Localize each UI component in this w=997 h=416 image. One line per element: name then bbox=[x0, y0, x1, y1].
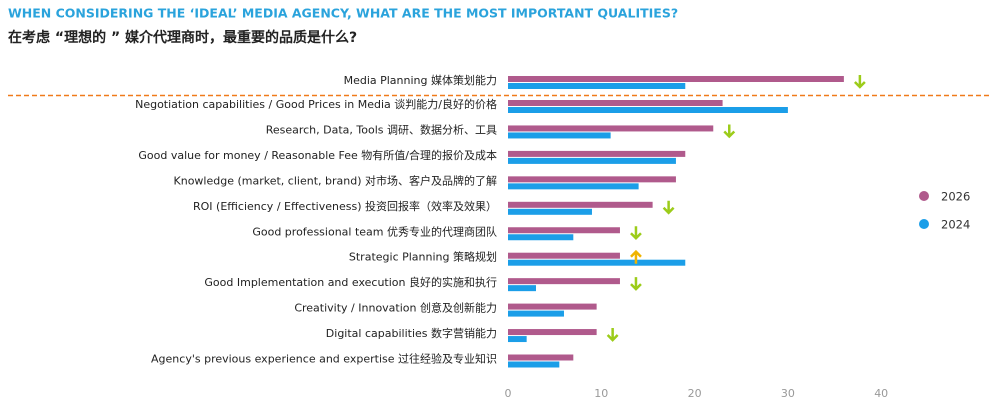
legend-label: 2026 bbox=[941, 190, 970, 204]
bar bbox=[508, 83, 686, 89]
y-tick-label: Digital capabilities 数字营销能力 bbox=[326, 326, 497, 340]
trend-arrow bbox=[853, 75, 866, 89]
bar bbox=[508, 259, 686, 266]
bar bbox=[508, 208, 592, 215]
trend-arrow bbox=[630, 249, 642, 264]
bar bbox=[508, 176, 676, 183]
bar bbox=[508, 107, 788, 113]
bar bbox=[508, 336, 527, 343]
bar bbox=[508, 285, 536, 292]
bar bbox=[508, 278, 620, 285]
x-tick-label: 10 bbox=[594, 387, 608, 400]
bar bbox=[508, 125, 714, 132]
bar bbox=[508, 310, 564, 317]
y-tick-label: ROI (Efficiency / Effectiveness) 投资回报率（效… bbox=[193, 199, 497, 213]
x-tick-label: 30 bbox=[781, 387, 795, 400]
bar bbox=[508, 234, 574, 241]
bar bbox=[508, 303, 597, 310]
x-tick-label: 40 bbox=[874, 387, 888, 400]
bar bbox=[508, 150, 686, 157]
chart-subtitle: 在考虑 “理想的 ” 媒介代理商时，最重要的品质是什么? bbox=[8, 29, 357, 46]
legend-label: 2024 bbox=[941, 218, 970, 232]
trend-arrow bbox=[662, 200, 675, 215]
y-tick-label: Good value for money / Reasonable Fee 物有… bbox=[138, 148, 497, 162]
y-tick-label: Negotiation capabilities / Good Prices i… bbox=[135, 97, 497, 111]
bar bbox=[508, 329, 597, 336]
y-tick-label: Media Planning 媒体策划能力 bbox=[344, 73, 497, 87]
trend-arrow bbox=[630, 277, 642, 291]
legend-marker bbox=[919, 219, 929, 229]
trend-arrow bbox=[723, 124, 736, 139]
trend-arrow bbox=[630, 226, 642, 241]
trend-arrow bbox=[606, 328, 619, 342]
y-tick-label: Good Implementation and execution 良好的实施和… bbox=[204, 275, 497, 289]
bar bbox=[508, 100, 723, 106]
y-tick-label: Agency's previous experience and experti… bbox=[151, 352, 497, 366]
y-tick-label: Creativity / Innovation 创意及创新能力 bbox=[294, 301, 497, 315]
bar bbox=[508, 252, 620, 259]
y-tick-label: Strategic Planning 策略规划 bbox=[349, 250, 497, 264]
bar bbox=[508, 132, 611, 139]
bar bbox=[508, 227, 620, 234]
legend-marker bbox=[919, 191, 929, 201]
bar bbox=[508, 354, 574, 361]
x-tick-label: 20 bbox=[688, 387, 702, 400]
bar bbox=[508, 76, 844, 82]
x-tick-label: 0 bbox=[505, 387, 512, 400]
y-tick-label: Good professional team 优秀专业的代理商团队 bbox=[252, 224, 497, 238]
chart-title: WHEN CONSIDERING THE ‘IDEAL’ MEDIA AGENC… bbox=[8, 6, 678, 21]
y-tick-label: Knowledge (market, client, brand) 对市场、客户… bbox=[174, 173, 497, 187]
bar bbox=[508, 157, 676, 164]
bar bbox=[508, 183, 639, 190]
bar bbox=[508, 361, 560, 368]
y-tick-label: Research, Data, Tools 调研、数据分析、工具 bbox=[266, 122, 497, 136]
bar bbox=[508, 201, 653, 208]
